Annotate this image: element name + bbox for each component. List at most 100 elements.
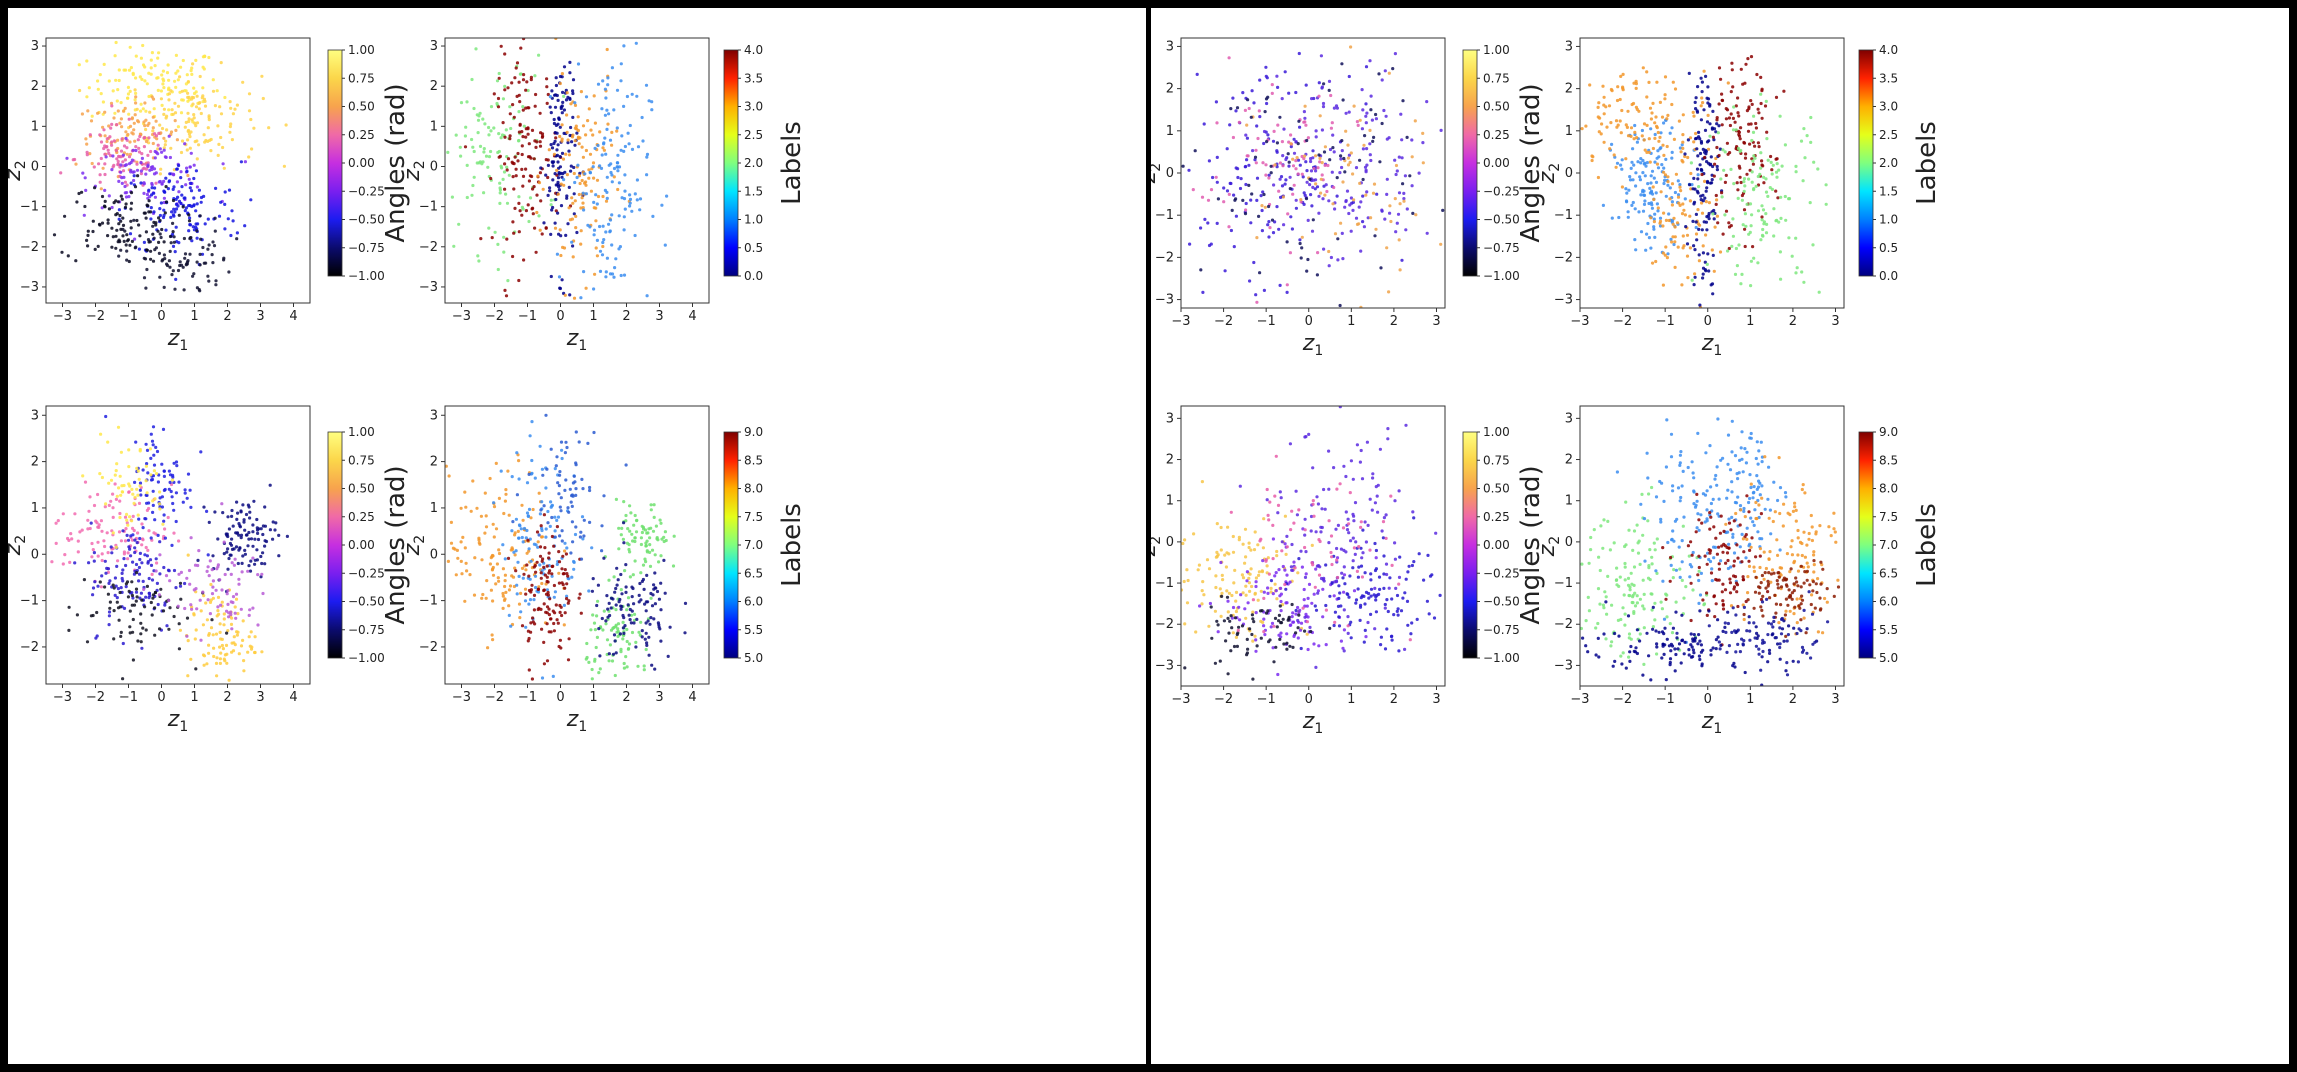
scatter-point (160, 103, 164, 107)
scatter-point (1294, 489, 1298, 493)
scatter-point (621, 626, 626, 630)
scatter-point (141, 526, 145, 530)
scatter-point (154, 134, 159, 138)
scatter-point (135, 595, 139, 599)
scatter-point (78, 530, 82, 534)
scatter-point (161, 609, 166, 613)
scatter-point (1715, 116, 1719, 120)
scatter-point (1369, 216, 1373, 220)
scatter-point (506, 279, 510, 283)
scatter-point (508, 112, 512, 116)
scatter-point (1186, 578, 1190, 583)
scatter-point (619, 62, 623, 66)
scatter-point (1279, 599, 1283, 604)
y-tick-label: −3 (1155, 293, 1174, 308)
scatter-point (1260, 569, 1264, 573)
scatter-point (520, 144, 524, 148)
scatter-point (1329, 126, 1333, 130)
scatter-point (147, 506, 151, 511)
scatter-point (1643, 161, 1647, 165)
scatter-point (232, 563, 236, 567)
scatter-point (652, 583, 656, 587)
scatter-point (1705, 228, 1709, 232)
scatter-point (562, 65, 567, 69)
scatter-point (492, 126, 496, 130)
scatter-point (616, 578, 620, 582)
scatter-point (632, 621, 636, 625)
scatter-point (511, 220, 515, 224)
colorbar-tick-label: 7.5 (744, 510, 763, 524)
scatter-point (1743, 212, 1747, 216)
scatter-point (1698, 163, 1702, 167)
scatter-point (152, 210, 156, 214)
scatter-point (542, 565, 546, 570)
scatter-point (198, 252, 202, 256)
scatter-point (469, 509, 473, 513)
scatter-point (1715, 198, 1719, 202)
scatter-point (568, 60, 572, 64)
scatter-point (157, 216, 161, 220)
scatter-point (622, 149, 626, 153)
scatter-point (152, 167, 157, 171)
scatter-point (1276, 511, 1280, 515)
scatter-point (213, 510, 217, 514)
scatter-point (194, 209, 198, 213)
scatter-point (1694, 232, 1699, 236)
scatter-point (127, 490, 131, 494)
scatter-point (113, 482, 117, 486)
scatter-point (504, 192, 508, 196)
scatter-point (515, 61, 520, 65)
scatter-point (648, 564, 653, 569)
scatter-point (1247, 163, 1251, 167)
scatter-point (161, 69, 165, 73)
scatter-point (1254, 580, 1258, 584)
scatter-point (211, 240, 215, 244)
x-tick-label: 3 (1432, 314, 1440, 329)
scatter-point (1359, 200, 1363, 204)
scatter-point (601, 628, 605, 632)
scatter-point (1365, 190, 1369, 194)
scatter-point (1397, 238, 1401, 242)
scatter-point (1340, 231, 1344, 235)
scatter-point (173, 101, 177, 105)
scatter-point (1688, 136, 1693, 140)
scatter-point (1292, 183, 1296, 187)
scatter-point (173, 111, 178, 115)
scatter-point (564, 98, 569, 102)
colorbar-tick-label: 8.0 (744, 482, 763, 496)
scatter-point (1602, 112, 1606, 116)
scatter-point (172, 480, 176, 484)
scatter-point (595, 202, 599, 206)
scatter-point (1309, 193, 1313, 197)
scatter-point (1739, 126, 1743, 130)
scatter-point (513, 553, 517, 557)
scatter-point (616, 153, 620, 157)
scatter-point (249, 117, 253, 122)
scatter-point (171, 230, 175, 234)
scatter-point (144, 109, 148, 113)
scatter-point (644, 621, 648, 625)
scatter-point (1349, 539, 1353, 543)
scatter-point (151, 489, 155, 493)
scatter-point (1339, 157, 1343, 161)
scatter-point (1364, 65, 1369, 69)
scatter-point (218, 630, 222, 635)
scatter-point (503, 135, 507, 139)
scatter-point (1672, 137, 1676, 141)
scatter-point (123, 184, 127, 189)
scatter-point (103, 585, 107, 589)
scatter-point (639, 542, 644, 547)
scatter-point (209, 137, 213, 142)
scatter-point (1380, 208, 1384, 212)
scatter-point (97, 523, 101, 527)
scatter-point (1680, 212, 1685, 216)
scatter-point (1247, 183, 1251, 187)
scatter-point (1273, 574, 1277, 578)
scatter-point (1279, 175, 1284, 179)
scatter-point (647, 99, 651, 103)
scatter-point (1278, 161, 1282, 165)
scatter-point (96, 492, 100, 497)
scatter-point (1652, 220, 1656, 224)
scatter-point (1787, 236, 1791, 240)
scatter-point (1778, 250, 1782, 254)
